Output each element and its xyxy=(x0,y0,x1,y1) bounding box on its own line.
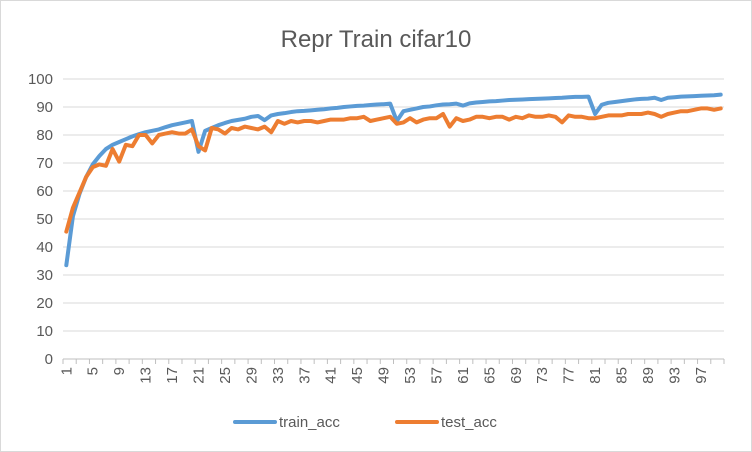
x-tick-label: 97 xyxy=(693,367,710,384)
x-tick-label: 61 xyxy=(455,367,472,384)
x-tick-label: 69 xyxy=(508,367,525,384)
x-tick-label: 89 xyxy=(640,367,657,384)
y-tick-label: 90 xyxy=(36,99,53,116)
y-tick-label: 20 xyxy=(36,295,53,312)
x-tick-label: 93 xyxy=(666,367,683,384)
legend-label: test_acc xyxy=(441,414,497,431)
y-tick-label: 40 xyxy=(36,239,53,256)
x-tick-label: 21 xyxy=(191,367,208,384)
x-tick-label: 25 xyxy=(217,367,234,384)
x-tick-label: 5 xyxy=(85,367,102,375)
x-tick-label: 41 xyxy=(323,367,340,384)
x-tick-label: 81 xyxy=(587,367,604,384)
series-lines xyxy=(64,92,723,268)
chart-title: Repr Train cifar10 xyxy=(281,26,472,53)
legend: train_acc test_acc xyxy=(233,414,497,431)
x-tick-label: 77 xyxy=(561,367,578,384)
x-tick-label: 85 xyxy=(614,367,631,384)
legend-label: train_acc xyxy=(279,414,340,431)
x-tick-label: 73 xyxy=(534,367,551,384)
x-tick-label: 65 xyxy=(481,367,498,384)
y-tick-label: 10 xyxy=(36,323,53,340)
x-tick-label: 33 xyxy=(270,367,287,384)
y-tick-label: 100 xyxy=(28,71,53,88)
x-tick-label: 57 xyxy=(428,367,445,384)
x-tick-label: 9 xyxy=(111,367,128,375)
series-line-train_acc xyxy=(64,92,723,268)
x-tick-label: 17 xyxy=(164,367,181,384)
y-tick-label: 80 xyxy=(36,127,53,144)
x-tick-label: 29 xyxy=(243,367,260,384)
y-axis-ticks: 0 10 20 30 40 50 60 70 80 90 100 xyxy=(28,71,53,368)
y-tick-label: 30 xyxy=(36,267,53,284)
y-tick-label: 60 xyxy=(36,183,53,200)
y-tick-label: 70 xyxy=(36,155,53,172)
x-axis-ticks: 1 5 9 13 17 21 25 29 33 37 41 45 49 53 57 61 65 69 73 77 81 8… xyxy=(58,358,725,384)
x-tick-label: 53 xyxy=(402,367,419,384)
x-tick-label: 37 xyxy=(296,367,313,384)
x-tick-label: 45 xyxy=(349,367,366,384)
x-tick-label: 1 xyxy=(58,367,75,375)
x-tick-label: 49 xyxy=(376,367,393,384)
series-line-test_acc xyxy=(64,106,723,234)
x-tick-label: 13 xyxy=(138,367,155,384)
y-tick-label: 50 xyxy=(36,211,53,228)
y-tick-label: 0 xyxy=(45,351,53,368)
